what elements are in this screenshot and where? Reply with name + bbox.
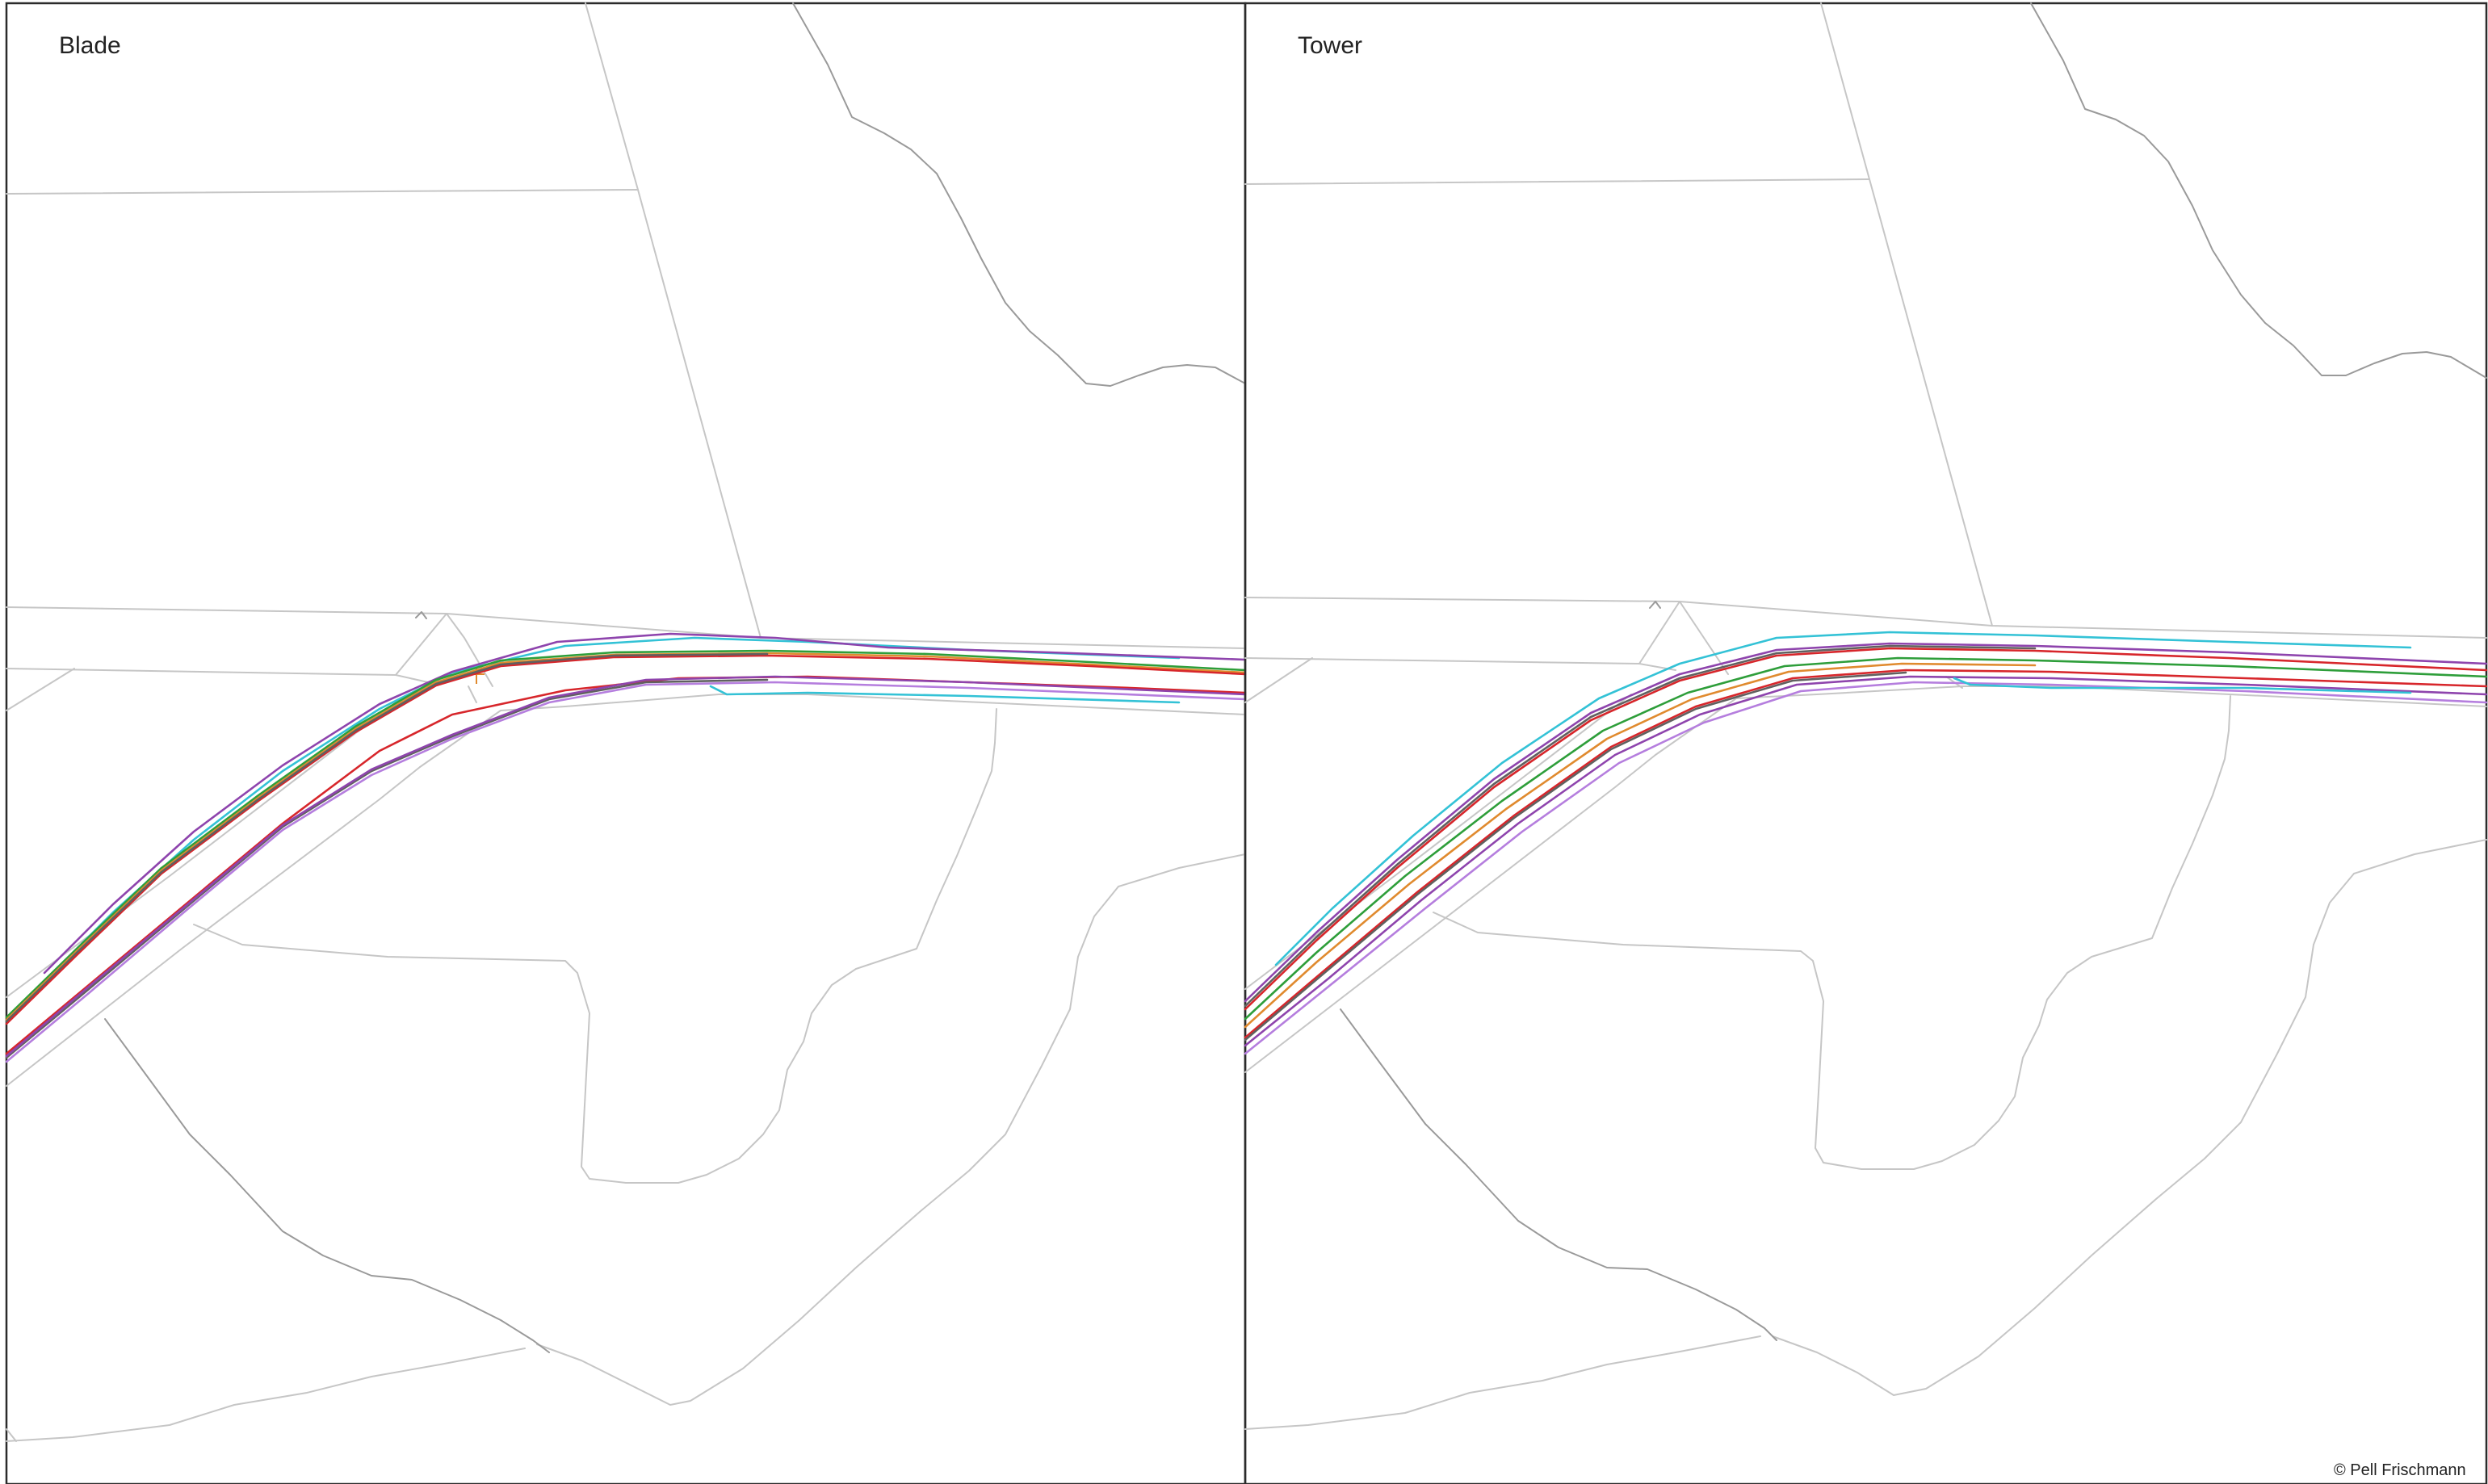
track-cyan-inner: [1953, 677, 2412, 694]
copyright-text: © Pell Frischmann: [2334, 1461, 2466, 1479]
track-red-inner: [5, 675, 1247, 1055]
track-cyan-outer: [1274, 631, 2412, 966]
panel-title: Blade: [59, 32, 121, 59]
base-map-lines: [6, 2, 1246, 1442]
track-grey-inner: [5, 678, 769, 1059]
track-grey-inner: [1244, 671, 1907, 1042]
track-grey-outer: [5, 652, 769, 1023]
panel-frame: [1244, 2, 2488, 1484]
base-map-lines: [1244, 2, 2487, 1430]
panel-tower: Tower: [1244, 2, 2488, 1484]
track-purple-inner: [1244, 675, 2488, 1047]
track-cyan-inner: [709, 685, 1181, 704]
track-red-outer: [5, 654, 1247, 1025]
track-red-inner: [1244, 669, 2488, 1039]
track-green-mid: [1244, 656, 2488, 1021]
track-purple-outer: [43, 632, 1247, 975]
track-red-outer: [1244, 647, 2488, 1011]
track-green-outer: [5, 649, 1247, 1019]
panel-frame: [5, 2, 1247, 1484]
track-grey-outer: [1244, 644, 2037, 1008]
swept-path-tracks: [1244, 631, 2488, 1055]
track-orange-outer: [5, 652, 1247, 1021]
swept-path-tracks: [5, 632, 1247, 1063]
panel-title: Tower: [1298, 32, 1362, 59]
panel-blade: Blade: [5, 2, 1247, 1484]
track-orange-mid: [1244, 662, 2037, 1029]
track-purple-inner: [5, 675, 1247, 1058]
track-purple-outer: [1244, 642, 2488, 1003]
track-violet-inner: [5, 681, 1247, 1063]
track-violet-inner: [1244, 681, 2488, 1055]
